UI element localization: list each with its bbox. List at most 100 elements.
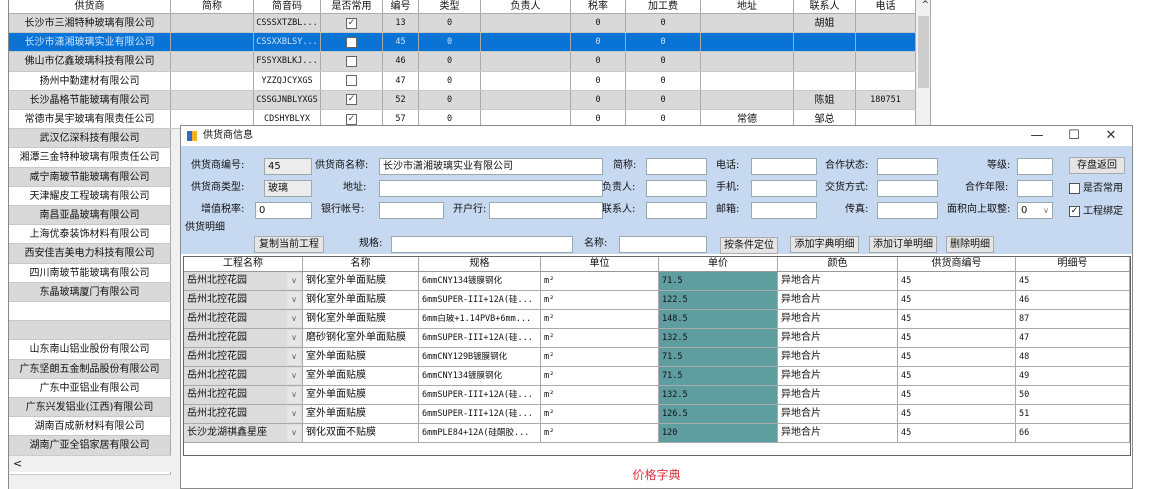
cell-detail_no[interactable]: 48 [1016,348,1130,366]
cell-detail_no[interactable]: 46 [1016,291,1130,309]
cell-spec[interactable]: 6mmSUPER-III+12A(硅... [419,291,541,309]
add-dict-detail-button[interactable]: 添加字典明细 [790,236,859,253]
copy-project-button[interactable]: 复制当前工程 [254,236,324,253]
table-row[interactable] [9,321,171,341]
grid-row[interactable]: 岳州北控花园 ∨ 室外单面贴膜 6mmSUPER-III+12A(硅... m² 126.… [184,405,1130,424]
owner-field[interactable] [646,180,707,197]
table-row[interactable]: 扬州中勤建材有限公司 YZZQJCYXGS 47 0 0 0 [9,71,916,91]
cell-supplier_no[interactable]: 45 [898,405,1016,423]
grid-column-header[interactable]: 单价 [659,257,778,271]
table-row[interactable]: 东晶玻璃厦门有限公司 [9,282,171,302]
table-row[interactable]: 湘潭三金特种玻璃有限责任公司 [9,148,171,168]
vertical-scrollbar[interactable]: ^ [916,0,931,131]
bank-account-field[interactable] [379,202,444,219]
project-combo[interactable]: 岳州北控花园 ∨ [184,405,303,423]
close-button[interactable]: ✕ [1105,128,1117,143]
cell-color[interactable]: 异地合片 [778,291,898,309]
column-header[interactable]: 类型 [419,0,481,13]
cell-price[interactable]: 71.5 [659,272,778,290]
cell-spec[interactable]: 6mmCNY134镀膜钢化 [419,272,541,290]
level-field[interactable] [1017,158,1053,175]
table-row[interactable]: 广东兴发铝业(江西)有限公司 [9,398,171,418]
chevron-down-icon[interactable]: ∨ [287,273,301,289]
checkbox-icon[interactable] [346,75,357,87]
cell-price[interactable]: 148.5 [659,310,778,328]
grid-column-header[interactable]: 单位 [541,257,659,271]
add-order-detail-button[interactable]: 添加订单明细 [869,236,937,253]
coop-years-field[interactable] [1017,180,1053,197]
email-field[interactable] [751,202,817,219]
address-field[interactable] [379,180,603,197]
chevron-down-icon[interactable]: ∨ [287,292,301,308]
cell-supplier_no[interactable]: 45 [898,272,1016,290]
cell-price[interactable]: 126.5 [659,405,778,423]
scroll-up-icon[interactable]: ^ [921,0,929,10]
project-combo[interactable]: 岳州北控花园 ∨ [184,348,303,366]
name-field[interactable] [619,236,707,253]
cell-spec[interactable]: 6mmCNY129B镀膜钢化 [419,348,541,366]
delivery-field[interactable] [877,180,938,197]
table-row[interactable]: 长沙市三湘特种玻璃有限公司 CSSSXTZBL... ✓ 13 0 0 0 胡姐 [9,14,916,34]
round-select[interactable]: 0 ∨ [1017,202,1053,219]
checkbox-box[interactable] [1069,182,1080,194]
cell-supplier_no[interactable]: 45 [898,329,1016,347]
grid-row[interactable]: 长沙龙湖祺鑫星座 ∨ 钢化双面不贴膜 6mmPLE84+12A(硅酮胶... m² 120… [184,424,1130,443]
cell-price[interactable]: 120 [659,424,778,442]
delete-detail-button[interactable]: 删除明细 [946,236,994,253]
common-checkbox[interactable]: ✓ [321,110,383,129]
horizontal-scrollbar[interactable]: < [9,455,171,472]
grid-row[interactable]: 岳州北控花园 ∨ 钢化室外单面贴膜 6mmSUPER-III+12A(硅... m² 12… [184,291,1130,310]
table-row[interactable]: 天津耀皮工程玻璃有限公司 [9,186,171,206]
cell-spec[interactable]: 6mmSUPER-III+12A(硅... [419,329,541,347]
coop-status-field[interactable] [877,158,938,175]
chevron-down-icon[interactable]: ∨ [287,311,301,327]
chevron-down-icon[interactable]: ∨ [287,406,301,422]
table-row[interactable]: 湖南百成新材料有限公司 [9,417,171,437]
cell-name[interactable]: 钢化室外单面贴膜 [303,291,419,309]
grid-row[interactable]: 岳州北控花园 ∨ 磨砂钢化室外单面贴膜 6mmSUPER-III+12A(硅... m²… [184,329,1130,348]
column-header[interactable]: 加工费 [626,0,701,13]
cell-detail_no[interactable]: 49 [1016,367,1130,385]
cell-price[interactable]: 132.5 [659,329,778,347]
checkbox-checked-icon[interactable]: ✓ [346,113,357,125]
cell-spec[interactable]: 6mmSUPER-III+12A(硅... [419,386,541,404]
grid-column-header[interactable]: 颜色 [778,257,898,271]
table-row[interactable]: 武汉亿深科技有限公司 [9,129,171,149]
cell-name[interactable]: 室外单面贴膜 [303,386,419,404]
cell-spec[interactable]: 6mm白玻+1.14PVB+6mm... [419,310,541,328]
cell-name[interactable]: 室外单面贴膜 [303,405,419,423]
project-combo[interactable]: 岳州北控花园 ∨ [184,367,303,385]
common-checkbox[interactable]: ✓ [321,90,383,109]
cell-color[interactable]: 异地合片 [778,367,898,385]
cell-name[interactable]: 钢化双面不贴膜 [303,424,419,442]
cell-detail_no[interactable]: 47 [1016,329,1130,347]
supplier-no-field[interactable]: 45 [264,158,312,175]
column-header[interactable]: 编号 [383,0,419,13]
cell-color[interactable]: 异地合片 [778,310,898,328]
grid-column-header[interactable]: 规格 [419,257,541,271]
common-checkbox[interactable]: ✓ [321,14,383,33]
column-header[interactable]: 供货商 [9,0,171,13]
column-header[interactable]: 是否常用 [321,0,383,13]
grid-row[interactable]: 岳州北控花园 ∨ 室外单面贴膜 6mmSUPER-III+12A(硅... m² 132.… [184,386,1130,405]
grid-column-header[interactable]: 工程名称 [184,257,303,271]
chevron-down-icon[interactable]: ∨ [287,387,301,403]
column-header[interactable]: 地址 [701,0,794,13]
column-header[interactable]: 简音码 [254,0,321,13]
supplier-type-field[interactable]: 玻璃 [264,180,312,197]
locate-button[interactable]: 按条件定位 [720,237,778,254]
checkbox-icon[interactable] [346,36,357,48]
short-field[interactable] [646,158,707,175]
table-row[interactable]: 湖南广亚全铝家居有限公司 [9,436,171,456]
column-header[interactable]: 税率 [571,0,626,13]
cell-supplier_no[interactable]: 45 [898,386,1016,404]
maximize-button[interactable]: ☐ [1068,128,1080,143]
table-row[interactable]: 西安佳吉美电力科技有限公司 [9,244,171,264]
cell-spec[interactable]: 6mmSUPER-III+12A(硅... [419,405,541,423]
table-row[interactable]: 上海优泰装饰材料有限公司 [9,225,171,245]
project-combo[interactable]: 岳州北控花园 ∨ [184,272,303,290]
project-combo[interactable]: 岳州北控花园 ∨ [184,329,303,347]
vat-field[interactable]: 0 [255,202,312,219]
mobile-field[interactable] [751,180,817,197]
project-combo[interactable]: 岳州北控花园 ∨ [184,291,303,309]
